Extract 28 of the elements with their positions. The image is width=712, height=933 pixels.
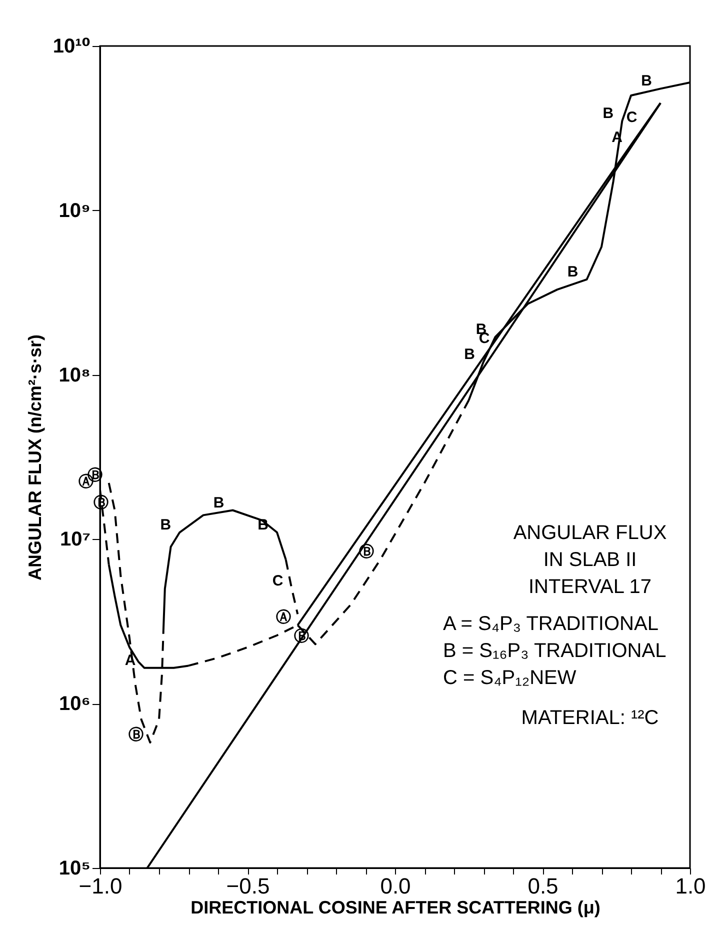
x-tick-label: 0.0 [380, 874, 411, 898]
annotation: INTERVAL 17 [528, 576, 652, 598]
y-axis-title: ANGULAR FLUX (n/cm²·s·sr) [24, 334, 45, 580]
annotation: C [272, 572, 284, 590]
annotation: IN SLAB II [543, 549, 637, 571]
annotation: B [160, 516, 172, 534]
x-axis-title: DIRECTIONAL COSINE AFTER SCATTERING (μ) [190, 898, 600, 918]
annotation: ANGULAR FLUX [513, 522, 667, 544]
y-tick-label: 10⁸ [58, 364, 90, 386]
y-tick-label: 10⁹ [58, 200, 90, 222]
annotation: C [626, 109, 638, 126]
y-tick-label: 10⁷ [60, 528, 90, 551]
y-tick-label: 10¹⁰ [52, 36, 90, 58]
y-tick-label: 10⁶ [59, 693, 90, 716]
annotation: B [213, 494, 224, 512]
annotation: MATERIAL: ¹²C [521, 707, 659, 729]
annotation: B [464, 346, 476, 363]
x-tick-label: 0.5 [528, 874, 558, 898]
annotation: B [602, 104, 614, 122]
x-tick-label: 1.0 [675, 874, 706, 898]
annotation: A = S₄P₃ TRADITIONAL [443, 613, 658, 635]
x-tick-label: −0.5 [226, 874, 270, 898]
annotation: Ⓐ [276, 609, 292, 626]
annotation: B [641, 72, 652, 90]
annotation: C = S₄P₁₂NEW [443, 667, 576, 689]
annotation: B [567, 263, 578, 280]
annotation: B = S₁₆P₃ TRADITIONAL [443, 640, 666, 662]
annotation: Ⓑ [128, 726, 144, 744]
